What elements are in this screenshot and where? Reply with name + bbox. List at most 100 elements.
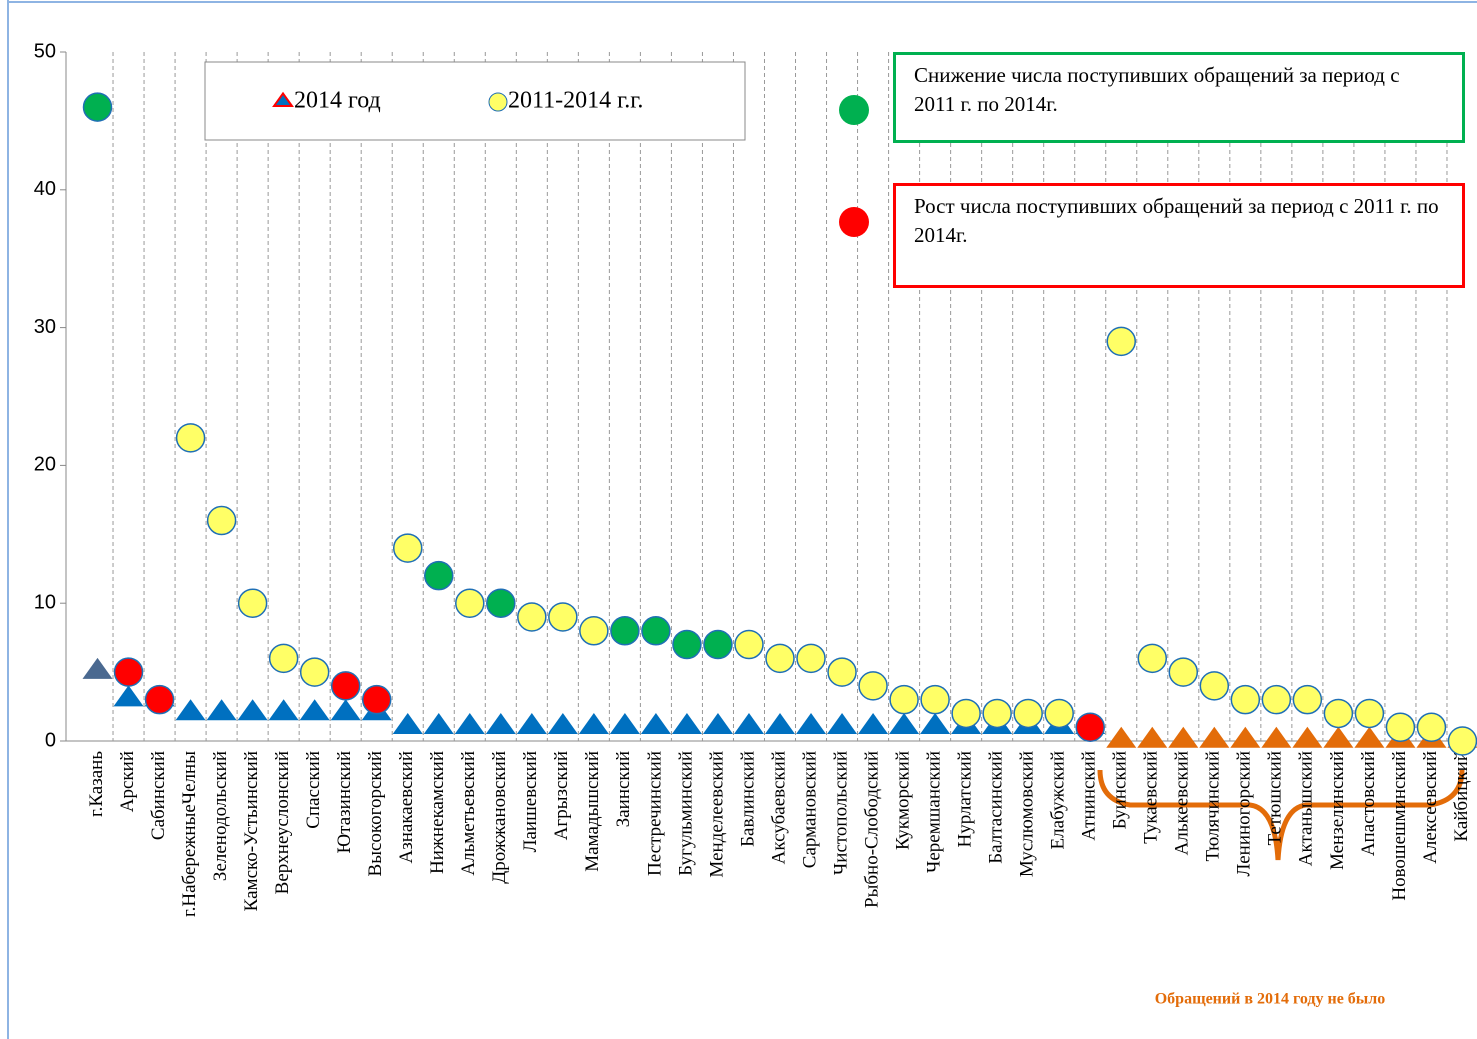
- triangle-marker: [1323, 726, 1354, 748]
- circle-marker: [548, 602, 578, 632]
- triangle-marker: [765, 712, 795, 734]
- triangle-marker: [175, 699, 206, 721]
- x-tick-label: Мамадышский: [582, 751, 603, 872]
- y-tick-label: 20: [34, 454, 56, 476]
- x-tick-label: Аксубаевский: [768, 751, 789, 864]
- triangle-marker: [1168, 726, 1199, 748]
- x-tick-label: Бавлинский: [737, 751, 758, 847]
- x-tick-label: Нурлатский: [954, 751, 975, 847]
- circle-marker: [82, 92, 113, 122]
- circle-marker: [455, 588, 485, 618]
- x-tick-label: Высокогорский: [365, 751, 386, 876]
- x-tick-label: Верхнеуслонский: [272, 751, 293, 894]
- x-tick-label: Лаишевский: [520, 751, 541, 852]
- circle-marker: [1044, 698, 1074, 729]
- x-tick-label: Рыбно-Слободский: [861, 751, 882, 908]
- x-tick-label: Альметьевский: [458, 751, 479, 876]
- circle-marker: [1075, 712, 1105, 742]
- triangle-marker: [454, 712, 485, 734]
- x-tick-label: Азнакаевский: [396, 751, 417, 864]
- x-tick-label: Камско-Устьинский: [241, 751, 262, 911]
- circle-marker: [672, 629, 702, 660]
- circle-marker: [206, 505, 237, 536]
- x-tick-label: г.Казань: [86, 751, 107, 817]
- circle-marker: [1416, 712, 1447, 742]
- circle-marker: [237, 588, 268, 618]
- circle-marker: [175, 423, 206, 453]
- x-tick-label: Зеленодольский: [210, 751, 231, 881]
- triangle-marker: [82, 657, 113, 679]
- circle-marker: [1199, 671, 1230, 701]
- triangle-marker: [485, 712, 516, 734]
- x-tick-label: Кайбицкий: [1451, 751, 1472, 842]
- annotation-label: Обращений в 2014 году не было: [1155, 991, 1386, 1008]
- circle-marker: [982, 698, 1012, 729]
- x-tick-label: Чистопольский: [830, 751, 851, 875]
- triangle-marker: [640, 712, 671, 734]
- triangle-marker: [1354, 726, 1385, 748]
- circle-marker: [827, 657, 857, 687]
- y-tick-label: 30: [34, 316, 56, 338]
- x-tick-label: Нижнекамский: [427, 751, 448, 874]
- triangle-marker: [671, 712, 702, 734]
- triangle-marker: [1261, 726, 1292, 748]
- x-tick-label: Балтасинский: [986, 751, 1007, 864]
- triangle-marker: [827, 712, 858, 734]
- x-tick-label: Черемшанский: [923, 751, 944, 873]
- x-tick-label: г.НабережныеЧелны: [179, 751, 200, 917]
- x-tick-label: Заинский: [613, 751, 634, 827]
- circle-marker: [1168, 657, 1199, 687]
- triangle-marker: [1230, 726, 1261, 748]
- x-tick-label: Ютазинский: [334, 751, 355, 853]
- x-tick-label: Мензелинский: [1327, 751, 1348, 870]
- circle-marker: [858, 671, 888, 701]
- circle-marker: [1230, 684, 1261, 715]
- x-tick-label: Дрожжановский: [489, 751, 510, 884]
- triangle-marker: [392, 712, 423, 734]
- annotation-box: Рост числа поступивших обращений за пери…: [893, 183, 1465, 288]
- x-tick-label: Лениногорский: [1234, 751, 1255, 877]
- circle-marker: [610, 616, 640, 646]
- legend-label: 2011-2014 г.г.: [508, 88, 643, 114]
- circle-marker: [392, 533, 423, 563]
- annotation-box: Снижение числа поступивших обращений за …: [893, 52, 1465, 143]
- x-tick-label: Буинский: [1110, 751, 1131, 829]
- triangle-marker: [733, 712, 764, 734]
- triangle-marker: [1292, 726, 1323, 748]
- circle-marker: [1013, 698, 1043, 729]
- y-tick-label: 50: [34, 40, 56, 62]
- circle-marker: [796, 643, 826, 674]
- triangle-marker: [299, 699, 330, 721]
- circle-marker: [889, 684, 919, 715]
- circle-marker: [330, 671, 361, 701]
- circle-marker: [144, 684, 175, 715]
- x-tick-label: Бугульминский: [675, 751, 696, 876]
- x-tick-label: Алькеевский: [1172, 751, 1193, 855]
- annotation-dot: [839, 207, 869, 237]
- x-tick-label: Актанышский: [1296, 751, 1317, 866]
- triangle-marker: [796, 712, 827, 734]
- x-tick-label: Менделеевский: [706, 751, 727, 878]
- triangle-marker: [268, 699, 299, 721]
- legend-symbol: [272, 91, 294, 108]
- circle-marker: [1385, 712, 1416, 742]
- triangle-marker: [330, 699, 361, 721]
- circle-marker: [951, 698, 981, 729]
- triangle-marker: [1137, 726, 1168, 748]
- triangle-marker: [113, 685, 144, 707]
- triangle-marker: [237, 699, 268, 721]
- x-tick-label: Спасский: [303, 751, 324, 829]
- circle-marker: [703, 629, 733, 660]
- circle-marker: [734, 629, 764, 660]
- triangle-marker: [609, 712, 640, 734]
- triangle-marker: [578, 712, 609, 734]
- x-tick-label: Муслюмовский: [1017, 751, 1038, 877]
- circle-marker: [1292, 684, 1323, 715]
- x-tick-label: Сабинский: [148, 751, 169, 840]
- legend-symbol: [488, 92, 508, 112]
- circle-marker: [268, 643, 299, 674]
- x-tick-label: Пестречинский: [644, 751, 665, 876]
- triangle-marker: [516, 712, 547, 734]
- circle-marker: [113, 657, 144, 687]
